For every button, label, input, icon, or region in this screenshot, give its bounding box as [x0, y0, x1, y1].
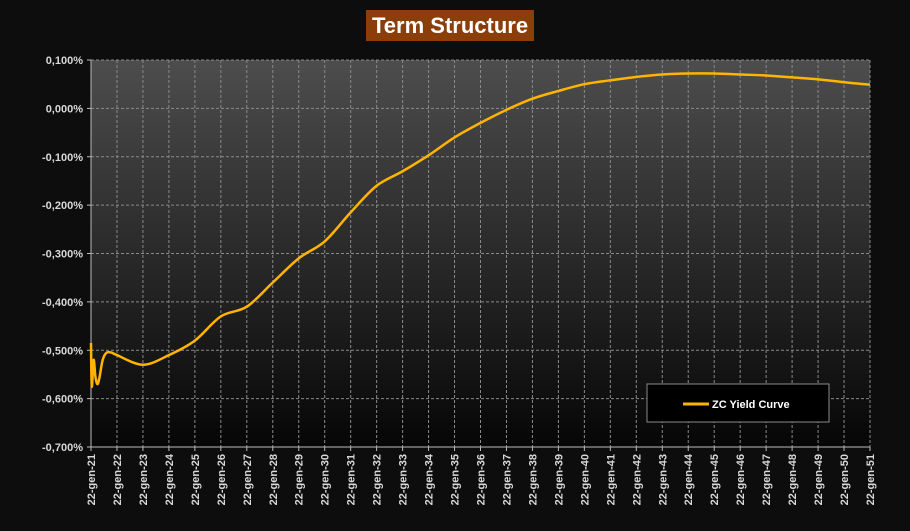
series-layer — [89, 72, 871, 388]
x-tick-label: 22-gen-49 — [813, 454, 825, 505]
x-axis: 22-gen-21 22-gen-22 22-gen-23 22-gen-24 22-g… — [86, 446, 877, 505]
x-tick-label: 22-gen-25 — [190, 454, 202, 505]
x-tick-label: 22-gen-32 — [372, 454, 384, 505]
x-tick-label: 22-gen-38 — [527, 454, 539, 505]
x-tick-label: 22-gen-31 — [346, 454, 358, 505]
legend-label: ZC Yield Curve — [712, 399, 790, 411]
x-tick-label: 22-gen-40 — [579, 454, 591, 505]
y-tick-label: 0,000% — [46, 103, 84, 115]
x-tick-label: 22-gen-26 — [216, 454, 228, 505]
x-tick-label: 22-gen-34 — [424, 453, 436, 505]
x-tick-label: 22-gen-43 — [657, 454, 669, 505]
grid-lines — [90, 59, 871, 448]
y-axis: 0,100% 0,000% -0,100% -0,200% -0,300% -0,400%… — [42, 55, 92, 454]
x-tick-label: 22-gen-22 — [112, 454, 124, 505]
x-tick-label: 22-gen-42 — [631, 454, 643, 505]
legend: ZC Yield Curve — [646, 383, 830, 423]
y-tick-label: -0,600% — [42, 394, 83, 406]
x-tick-label: 22-gen-45 — [709, 454, 721, 505]
x-tick-label: 22-gen-50 — [839, 454, 851, 505]
x-tick-label: 22-gen-36 — [476, 454, 488, 505]
x-tick-label: 22-gen-37 — [501, 454, 513, 505]
zc-yield-curve-line — [89, 72, 871, 388]
x-tick-label: 22-gen-27 — [242, 454, 254, 505]
x-tick-label: 22-gen-30 — [320, 454, 332, 505]
y-tick-label: -0,700% — [42, 442, 83, 454]
x-tick-label: 22-gen-46 — [735, 454, 747, 505]
x-tick-label: 22-gen-48 — [787, 454, 799, 505]
x-tick-label: 22-gen-47 — [761, 454, 773, 505]
x-tick-label: 22-gen-41 — [605, 454, 617, 505]
y-tick-label: -0,400% — [42, 297, 83, 309]
x-tick-label: 22-gen-35 — [450, 454, 462, 505]
chart-title: Term Structure — [366, 10, 535, 41]
x-tick-label: 22-gen-24 — [164, 453, 176, 505]
x-tick-label: 22-gen-33 — [398, 454, 410, 505]
y-tick-label: -0,100% — [42, 152, 83, 164]
x-tick-label: 22-gen-39 — [553, 454, 565, 505]
y-tick-label: -0,200% — [42, 200, 83, 212]
x-tick-label: 22-gen-29 — [294, 454, 306, 505]
legend-box — [646, 383, 830, 423]
y-tick-label: 0,100% — [46, 55, 84, 67]
y-tick-label: -0,500% — [42, 345, 83, 357]
x-tick-label: 22-gen-21 — [86, 454, 98, 505]
x-tick-label: 22-gen-51 — [865, 454, 877, 505]
x-tick-label: 22-gen-28 — [268, 454, 280, 505]
x-tick-label: 22-gen-23 — [138, 454, 150, 505]
x-tick-label: 22-gen-44 — [683, 453, 695, 505]
y-tick-label: -0,300% — [42, 249, 83, 261]
